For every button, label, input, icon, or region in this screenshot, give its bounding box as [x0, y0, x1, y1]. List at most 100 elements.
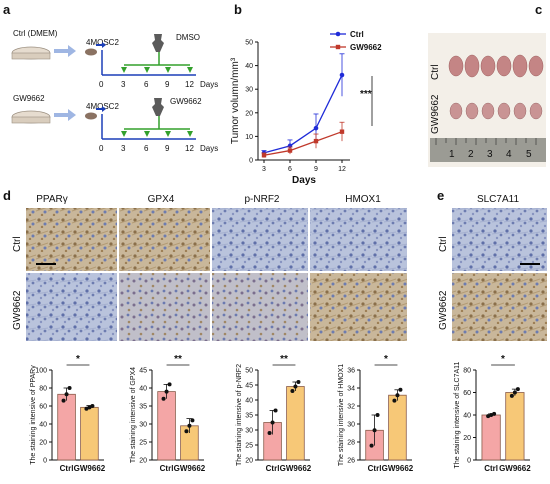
data-point: [492, 411, 497, 416]
y-axis-label: The staining intensive of p-NRF2: [236, 364, 243, 466]
y-tick-label: 10: [245, 134, 253, 141]
significance-mark: **: [280, 354, 288, 365]
category-label: GW9662: [280, 464, 312, 473]
y-tick-label: 32: [347, 404, 355, 411]
y-tick-label: 30: [245, 87, 253, 94]
injection-arrows: [121, 131, 193, 137]
legend-marker: [335, 31, 341, 37]
group-ctrl-label: Ctrl (DMEM): [13, 29, 58, 38]
data-point: [187, 423, 192, 428]
timeline-tick-3: 3: [121, 80, 126, 89]
y-tick-label: 40: [39, 422, 47, 429]
timeline-tick-12: 12: [185, 80, 194, 89]
timeline-tick-0: 0: [99, 144, 104, 153]
group-gw-label: GW9662: [13, 94, 45, 103]
y-axis-label: The staining intensive of HMOX1: [338, 364, 345, 466]
dish-arrow-icon: [54, 109, 76, 121]
y-tick-label: 35: [139, 404, 147, 411]
injection-arrows: [121, 67, 193, 73]
data-point: [273, 408, 278, 413]
micrograph-slc7a11-ctrl: [452, 208, 547, 271]
data-point: [61, 398, 66, 403]
x-tick-label: 3: [262, 166, 266, 173]
stain-header: SLC7A11: [477, 194, 520, 205]
significance-b: ***: [360, 89, 372, 100]
ruler-number: 1: [449, 149, 455, 160]
y-axis-label: The staining intensive of PPARγ: [30, 365, 37, 465]
ruler-number: 3: [487, 149, 493, 160]
y-tick-label: 20: [39, 440, 47, 447]
timeline-tick-12: 12: [185, 144, 194, 153]
arrow-icon: [96, 106, 106, 112]
tumor-row-ctrl: [448, 54, 544, 78]
panel-e-letter: e: [437, 188, 444, 203]
row-label-gw: GW9662: [438, 290, 449, 330]
category-label: Ctrl: [368, 464, 382, 473]
data-point: [184, 429, 189, 434]
legend-marker: [335, 44, 341, 50]
data-point: [339, 72, 345, 78]
panel-a-letter: a: [3, 2, 11, 17]
mouse-icon: [85, 112, 97, 120]
category-label: Ctrl: [160, 464, 174, 473]
data-point: [395, 393, 400, 398]
micrograph-pnrf2-gw: [212, 273, 308, 341]
micrograph-grid-e: [452, 208, 547, 341]
micrograph-grid: [26, 208, 407, 341]
y-tick-label: 20: [139, 458, 147, 465]
legend-label: Ctrl: [350, 30, 364, 39]
ruler-number: 5: [526, 149, 532, 160]
data-point: [372, 428, 377, 433]
y-tick-label: 28: [347, 440, 355, 447]
schema-group-ctrl: Ctrl (DMEM) 4MOSC2 DMSO 0 3 6 9 12 Days: [11, 29, 218, 89]
syringe-mouse-icon: [152, 34, 164, 52]
x-tick-label: 12: [338, 166, 346, 173]
culture-dish-base: [11, 52, 51, 60]
group-ctrl-treatment: DMSO: [176, 33, 200, 42]
y-axis-label: The staining intensive of GPX4: [130, 367, 137, 463]
micrograph-hmox1-ctrl: [310, 208, 407, 271]
stain-header: GPX4: [148, 194, 175, 205]
bar: [505, 392, 525, 461]
stain-header: HMOX1: [345, 194, 381, 205]
x-axis-label: Days: [292, 175, 316, 186]
y-tick-label: 0: [43, 458, 47, 465]
data-point: [293, 384, 298, 389]
bar: [157, 391, 176, 461]
y-tick-label: 20: [245, 458, 253, 465]
data-point: [313, 138, 319, 144]
micrograph-gpx4-gw: [119, 273, 210, 341]
panel-d-letter: d: [3, 188, 11, 203]
y-tick-label: 34: [347, 386, 355, 393]
row-label-ctrl: Ctrl: [12, 236, 23, 252]
data-point: [84, 406, 89, 411]
bar: [388, 394, 407, 461]
micrograph-ppar-gw: [26, 273, 117, 341]
row-label-gw: GW9662: [12, 290, 23, 330]
panel-b-letter: b: [234, 2, 242, 17]
significance-mark: *: [384, 354, 388, 365]
data-point: [512, 390, 517, 395]
data-point: [313, 125, 319, 131]
data-point: [296, 380, 301, 384]
y-tick-label: 40: [139, 386, 147, 393]
significance-mark: *: [501, 354, 505, 365]
y-tick-label: 45: [245, 383, 253, 390]
y-tick-label: 60: [39, 404, 47, 411]
y-tick-label: 80: [39, 386, 47, 393]
data-point: [64, 392, 69, 397]
stain-header: PPARγ: [36, 194, 68, 205]
ruler-number: 4: [506, 149, 512, 160]
data-point: [515, 387, 520, 392]
timeline-tick-6: 6: [144, 80, 149, 89]
y-tick-label: 40: [245, 398, 253, 405]
bar: [80, 406, 99, 461]
data-point: [375, 413, 380, 417]
data-point: [398, 387, 403, 392]
data-point: [392, 398, 397, 403]
data-point: [164, 389, 169, 394]
ruler-number: 2: [468, 149, 474, 160]
y-tick-label: 40: [463, 413, 471, 420]
